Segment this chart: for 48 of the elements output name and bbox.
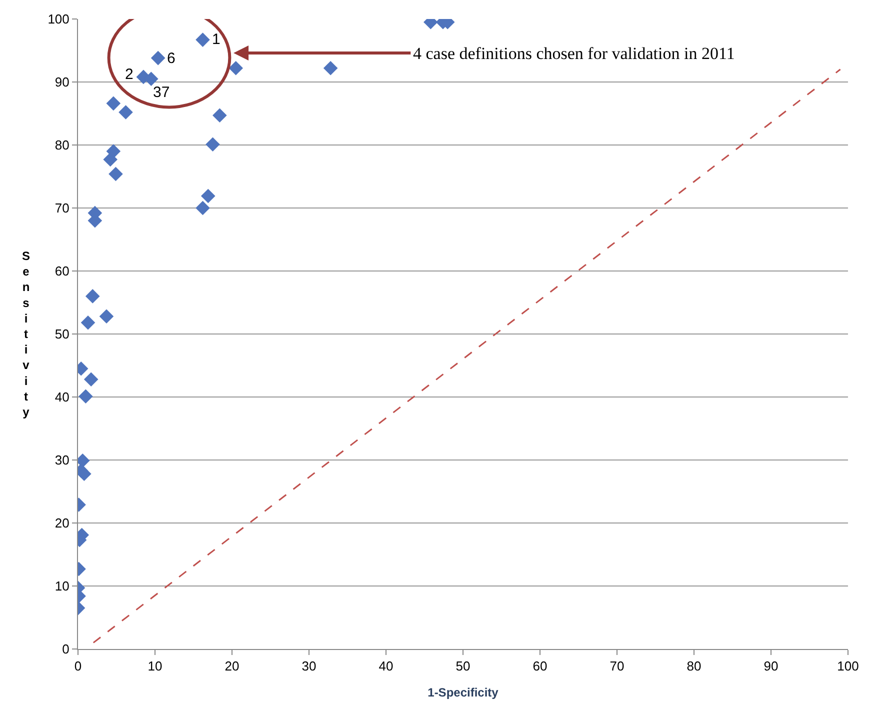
y-tick-label: 20 [54, 516, 70, 531]
annotation: 1 [212, 31, 220, 48]
point [78, 389, 93, 404]
x-tick-label: 0 [74, 658, 82, 674]
annotation: 37 [153, 84, 170, 101]
x-tick-label: 20 [224, 658, 240, 674]
x-tick-label: 50 [456, 658, 470, 674]
y-tick-label: 60 [54, 264, 70, 279]
point [103, 152, 118, 167]
point [323, 60, 338, 76]
point [84, 372, 98, 387]
point [212, 108, 227, 123]
y-tick-label: 50 [54, 326, 70, 342]
y-tick-label: 100 [48, 12, 70, 27]
annotation: 6 [167, 50, 176, 67]
point [200, 188, 216, 204]
point [106, 96, 121, 111]
x-tick-label: 90 [764, 658, 778, 674]
x-tick-label: 30 [302, 658, 316, 674]
y-tick-label: 10 [54, 578, 70, 594]
point [80, 316, 96, 330]
x-tick-label: 70 [610, 658, 624, 674]
point [206, 137, 220, 152]
y-tick-label: 40 [54, 390, 70, 405]
annotation: 4 case definitions chosen for validation in 2011 [413, 44, 735, 63]
y-tick-label: 90 [54, 74, 70, 90]
point [108, 166, 123, 182]
x-tick-label: 80 [686, 658, 702, 674]
y-tick-label: 70 [54, 200, 70, 216]
x-tick-label: 60 [532, 658, 548, 674]
x-tick-label: 10 [148, 658, 162, 674]
point [228, 60, 243, 76]
point [144, 72, 158, 86]
point [99, 309, 114, 324]
point [150, 50, 166, 66]
point [196, 200, 210, 216]
y-tick-label: 0 [62, 642, 70, 657]
text: Sensitivity [22, 249, 30, 419]
y-tick-label: 80 [54, 138, 70, 153]
x-tick-label: 40 [378, 658, 394, 674]
x-tick-label: 100 [837, 658, 859, 674]
annotation: 2 [125, 66, 134, 83]
x-axis-title: 1-Specificity [428, 686, 499, 700]
y-tick-label: 30 [54, 452, 70, 468]
point [118, 105, 133, 120]
point [196, 32, 210, 47]
point [85, 289, 100, 304]
point [78, 466, 92, 482]
